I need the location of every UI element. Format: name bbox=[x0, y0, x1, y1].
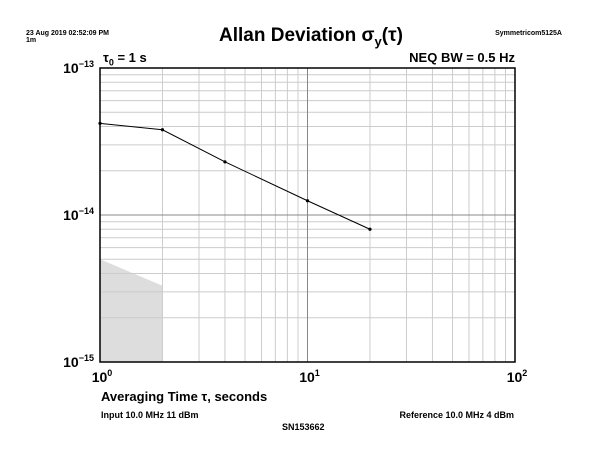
x-tick-label: 102 bbox=[507, 368, 528, 385]
data-point bbox=[368, 227, 372, 231]
data-point bbox=[305, 199, 310, 203]
data-point bbox=[223, 160, 227, 164]
tau0-symbol: τ bbox=[103, 50, 109, 65]
x-tick-label: 101 bbox=[299, 368, 320, 385]
device-name: Symmetricom5125A bbox=[495, 30, 562, 37]
tau0-label: τ0 = 1 s bbox=[103, 50, 147, 68]
neq-bandwidth: NEQ BW = 0.5 Hz bbox=[409, 50, 515, 65]
data-point bbox=[98, 121, 102, 125]
noise-floor-region bbox=[100, 259, 163, 362]
measurement-span: 1m bbox=[26, 37, 37, 44]
chart-title-arg: (τ) bbox=[381, 25, 403, 46]
input-signal: Input 10.0 MHz 11 dBm bbox=[101, 410, 199, 420]
chart-title: Allan Deviation σy(τ) bbox=[219, 25, 403, 49]
plot-frame bbox=[99, 67, 516, 363]
reference-signal: Reference 10.0 MHz 4 dBm bbox=[399, 410, 514, 420]
timestamp: 23 Aug 2019 02:52:09 PM bbox=[26, 30, 110, 37]
y-tick-label: 10−13 bbox=[63, 59, 94, 76]
data-point bbox=[160, 128, 165, 132]
tau0-value: = 1 s bbox=[113, 50, 147, 65]
chart-title-main: Allan Deviation σ bbox=[219, 25, 375, 46]
tau0-subscript: 0 bbox=[108, 57, 114, 68]
serial-number: SN153662 bbox=[282, 422, 325, 432]
x-axis-label: Averaging Time τ, seconds bbox=[101, 389, 268, 404]
y-tick-label: 10−15 bbox=[63, 353, 94, 370]
chart-title-subscript: y bbox=[374, 33, 382, 49]
x-tick-label: 100 bbox=[92, 368, 113, 385]
allan-deviation-line bbox=[99, 122, 371, 230]
y-tick-label: 10−14 bbox=[63, 206, 94, 223]
